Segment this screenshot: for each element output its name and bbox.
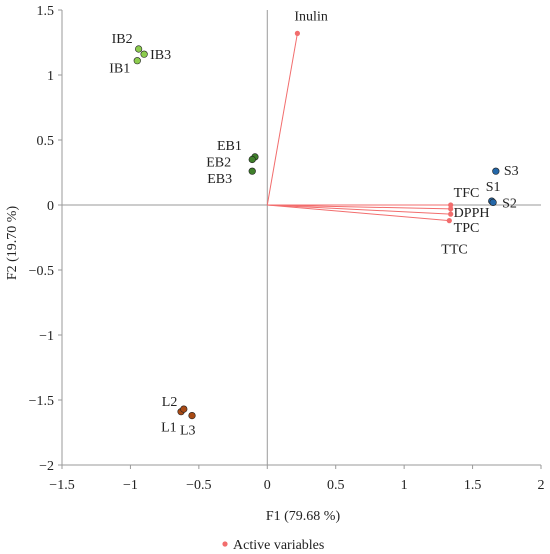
x-tick-label: −1 — [123, 478, 138, 493]
observation-label-l3: L3 — [180, 424, 196, 439]
observation-label-ib3: IB3 — [150, 48, 171, 63]
variable-point-tfc — [448, 202, 454, 208]
x-tick-label: 1.5 — [464, 478, 482, 493]
variable-label-dpph: DPPH — [454, 206, 490, 221]
y-tick-label: −2 — [39, 459, 54, 474]
observation-point-ib2 — [135, 45, 143, 53]
vector-tpc — [267, 204, 451, 215]
x-tick-label: −1.5 — [49, 478, 74, 493]
legend-label-active-variables: Active variables — [233, 538, 324, 553]
y-tick-label: 1.5 — [37, 4, 55, 19]
vector-ttc — [267, 204, 450, 222]
x-axis-title: F1 (79.68 %) — [266, 509, 341, 524]
x-tick-label: 1 — [401, 478, 408, 493]
variable-label-tpc: TPC — [454, 221, 480, 236]
x-tick-label: 0 — [264, 478, 271, 493]
observation-label-s3: S3 — [504, 164, 519, 179]
observation-points — [133, 45, 500, 420]
variable-point-ttc — [446, 218, 452, 224]
variable-vectors — [266, 30, 454, 224]
observation-point-s3 — [492, 167, 500, 175]
observation-label-s1: S1 — [486, 180, 501, 195]
x-tick-label: −0.5 — [186, 478, 211, 493]
y-axis-title: F2 (19.70 %) — [5, 206, 20, 281]
legend-marker-active-variables — [222, 541, 228, 547]
observation-point-eb3 — [248, 167, 256, 175]
observation-label-eb2: EB2 — [206, 156, 231, 171]
y-tick-label: 1 — [47, 69, 54, 84]
y-tick-label: −1 — [39, 329, 54, 344]
observation-label-s2: S2 — [502, 196, 517, 211]
variable-label-inulin: Inulin — [294, 9, 327, 24]
vector-dpph — [267, 204, 451, 210]
x-tick-label: 2 — [538, 478, 545, 493]
observation-label-eb3: EB3 — [207, 172, 232, 187]
y-tick-label: −0.5 — [29, 264, 54, 279]
observation-label-eb1: EB1 — [217, 139, 242, 154]
y-tick-label: −1.5 — [29, 394, 54, 409]
legend: Active variables — [222, 538, 324, 553]
y-tick-label: 0.5 — [37, 134, 55, 149]
variable-point-inulin — [294, 30, 300, 36]
x-tick-label: 0.5 — [327, 478, 345, 493]
observation-point-eb2 — [248, 155, 256, 164]
observation-label-ib1: IB1 — [109, 62, 130, 77]
variable-point-tpc — [448, 211, 454, 217]
variable-point-dpph — [448, 206, 454, 212]
vector-inulin — [266, 33, 298, 206]
axes: −1.5 −1 −0.5 0 0.5 1 1.5 2 −2 −1.5 −1 −0.5 0 0.5 1 1.5 — [29, 4, 545, 493]
y-tick-label: 0 — [47, 199, 54, 214]
observation-point-ib3 — [140, 50, 148, 58]
observation-label-l2: L2 — [162, 395, 178, 410]
observation-label-l1: L1 — [161, 421, 177, 436]
variable-label-ttc: TTC — [441, 243, 467, 258]
observation-point-ib1 — [133, 57, 141, 65]
observation-label-ib2: IB2 — [112, 32, 133, 47]
observation-point-l2 — [180, 405, 188, 413]
observation-point-s2 — [489, 198, 497, 206]
variable-label-tfc: TFC — [454, 186, 480, 201]
observation-point-l3 — [188, 412, 196, 420]
